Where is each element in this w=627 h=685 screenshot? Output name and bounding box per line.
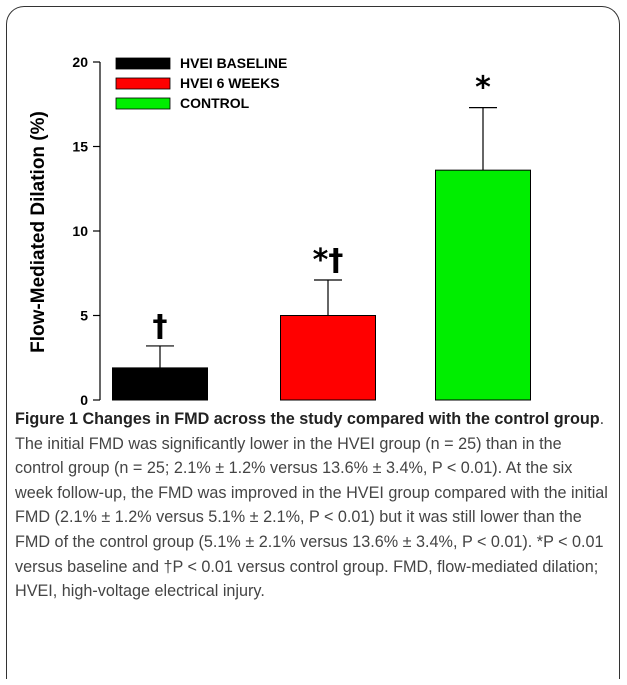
caption-text: The initial FMD was significantly lower … <box>15 434 608 601</box>
bar <box>435 169 531 401</box>
figure-caption: Figure 1 Changes in FMD across the study… <box>15 410 608 601</box>
significance-marker: *† <box>313 243 344 278</box>
legend-swatch <box>115 97 171 110</box>
legend-label: HVEI BASELINE <box>180 55 287 71</box>
figure-frame <box>6 6 620 679</box>
y-tick-label: 0 <box>80 392 88 405</box>
y-axis: 0 5 10 15 20 <box>72 54 101 405</box>
y-tick-label: 10 <box>72 223 88 239</box>
significance-marker: † <box>153 309 168 344</box>
y-tick-label: 15 <box>72 139 88 155</box>
bars: † *† * <box>112 71 531 401</box>
bar <box>112 367 208 401</box>
bar <box>280 315 376 401</box>
legend-label: HVEI 6 WEEKS <box>180 75 280 91</box>
y-axis-label: Flow-Mediated Dilation (%) <box>28 111 49 353</box>
significance-marker: * <box>475 71 491 106</box>
caption-label: Figure 1 <box>15 410 78 428</box>
y-tick-label: 5 <box>80 308 88 324</box>
legend-label: CONTROL <box>180 95 250 111</box>
legend-swatch <box>115 57 171 70</box>
caption-title: Changes in FMD across the study compared… <box>82 410 600 428</box>
legend: HVEI BASELINE HVEI 6 WEEKS CONTROL <box>115 55 287 111</box>
bar-chart: Flow-Mediated Dilation (%) 0 5 10 15 20 † *† *… <box>28 54 531 405</box>
legend-swatch <box>115 77 171 90</box>
y-tick-label: 20 <box>72 54 88 70</box>
